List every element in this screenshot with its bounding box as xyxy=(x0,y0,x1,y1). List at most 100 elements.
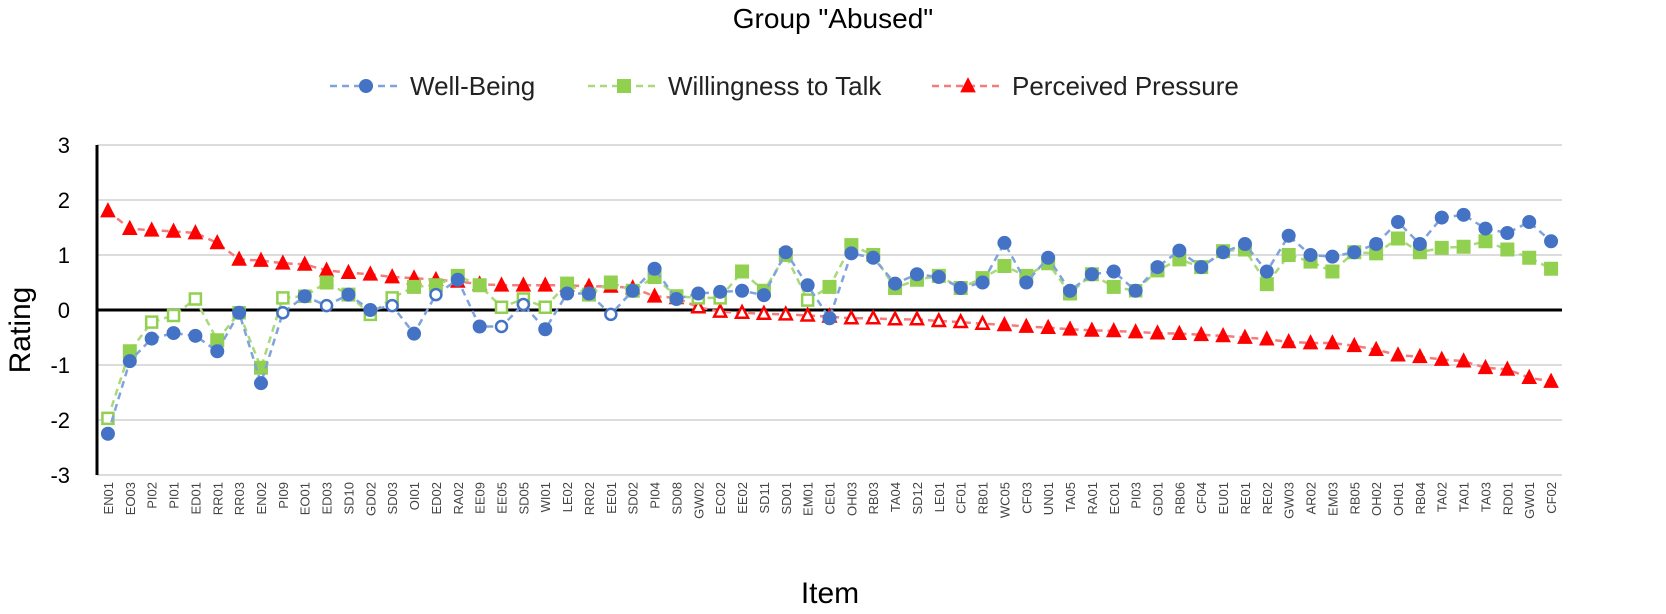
data-point xyxy=(1084,267,1099,282)
x-tick-label: TA02 xyxy=(1435,482,1450,512)
x-tick-label: EN02 xyxy=(254,482,269,515)
data-point xyxy=(384,268,401,284)
data-point xyxy=(276,306,290,320)
legend-label: Perceived Pressure xyxy=(1012,71,1239,101)
data-point xyxy=(1193,325,1210,342)
data-point xyxy=(908,310,926,326)
x-tick-label: RB03 xyxy=(866,482,881,515)
data-point xyxy=(407,279,422,294)
series-willingness-to-talk xyxy=(101,231,1559,426)
data-point xyxy=(472,278,487,293)
data-point xyxy=(1521,368,1538,384)
data-point xyxy=(537,276,554,292)
data-point xyxy=(1259,264,1274,279)
data-point xyxy=(1544,234,1559,249)
x-tick-label: RD01 xyxy=(1500,482,1515,515)
data-point xyxy=(713,284,728,299)
data-point xyxy=(778,245,793,260)
data-point xyxy=(516,297,531,312)
data-point xyxy=(1456,207,1471,222)
data-point xyxy=(385,298,399,313)
data-point xyxy=(121,219,138,235)
data-point xyxy=(538,322,553,337)
data-point xyxy=(800,293,815,307)
data-point xyxy=(1369,237,1384,251)
data-point xyxy=(253,360,268,375)
legend-label: Willingness to Talk xyxy=(668,71,882,101)
x-tick-label: SD02 xyxy=(626,482,641,515)
x-tick-label: TA01 xyxy=(1457,482,1472,512)
data-point xyxy=(844,246,859,261)
x-tick-label: GW03 xyxy=(1282,482,1297,519)
x-tick-label: EO01 xyxy=(298,482,313,515)
data-point xyxy=(1150,260,1165,275)
x-tick-label: SD11 xyxy=(757,482,772,514)
x-tick-label: GW02 xyxy=(691,482,706,519)
data-point xyxy=(669,292,684,306)
data-point xyxy=(1412,347,1428,364)
data-point xyxy=(1477,358,1494,375)
data-point xyxy=(1325,264,1340,279)
legend-item: Well-Being xyxy=(330,71,535,101)
x-tick-label: OH02 xyxy=(1369,482,1384,516)
x-tick-label: RE02 xyxy=(1260,482,1275,515)
x-tick-label: PI09 xyxy=(276,482,291,509)
legend-item: Perceived Pressure xyxy=(932,71,1239,101)
data-point xyxy=(1346,336,1363,353)
data-point xyxy=(231,250,247,266)
data-point xyxy=(997,235,1012,250)
x-tick-label: RE01 xyxy=(1238,482,1253,515)
data-point xyxy=(1347,245,1362,260)
x-tick-label: TA04 xyxy=(888,482,903,512)
series-perceived-pressure xyxy=(100,202,1559,388)
y-tick-label: -1 xyxy=(50,353,70,378)
y-tick-label: 0 xyxy=(58,298,70,323)
data-point xyxy=(1500,242,1515,257)
data-point xyxy=(407,326,422,341)
series-line xyxy=(107,210,1552,383)
x-tick-label: CE01 xyxy=(823,482,838,515)
data-point xyxy=(276,291,290,305)
x-tick-label: LE01 xyxy=(932,482,947,512)
x-tick-label: RR03 xyxy=(232,482,247,515)
data-point xyxy=(975,275,990,290)
data-point xyxy=(997,259,1012,273)
data-point xyxy=(1544,261,1559,276)
data-point xyxy=(1543,372,1559,388)
data-point xyxy=(100,426,115,441)
y-tick-label: -2 xyxy=(50,408,70,433)
data-point xyxy=(799,306,816,322)
data-point xyxy=(1105,322,1122,338)
data-point xyxy=(1499,360,1516,376)
data-point xyxy=(363,303,378,317)
data-point xyxy=(166,326,181,341)
x-tick-label: AR02 xyxy=(1304,482,1319,515)
data-point xyxy=(1106,279,1121,294)
data-point xyxy=(1040,318,1056,334)
x-tick-label: EN01 xyxy=(101,482,116,515)
y-tick-labels: 3 2 1 0 -1 -2 -3 xyxy=(50,133,70,488)
series-well-being xyxy=(100,207,1559,441)
data-point xyxy=(822,279,837,294)
data-point xyxy=(1302,334,1319,350)
data-point xyxy=(646,287,663,303)
x-tick-label: LE02 xyxy=(560,482,575,512)
data-point xyxy=(538,300,552,314)
legend: Well-Being Willingness to Talk Perceived P… xyxy=(330,71,1239,101)
data-point xyxy=(450,272,465,287)
data-point xyxy=(1500,226,1515,240)
x-tick-label: OI01 xyxy=(407,482,422,510)
x-tick-label: TA03 xyxy=(1478,482,1493,512)
x-tick-label: PI04 xyxy=(648,482,663,509)
data-point xyxy=(690,297,707,314)
chart-title: Group "Abused" xyxy=(733,3,933,34)
x-tick-label: TA05 xyxy=(1063,482,1078,512)
x-tick-label: RB05 xyxy=(1347,482,1362,515)
data-point xyxy=(1455,352,1472,368)
data-point xyxy=(494,319,509,334)
x-tick-label: GD01 xyxy=(1150,482,1165,516)
data-point xyxy=(1062,320,1078,336)
x-tick-label: PI03 xyxy=(1129,482,1144,509)
x-tick-label: EU01 xyxy=(1216,482,1231,515)
data-point xyxy=(735,264,750,279)
